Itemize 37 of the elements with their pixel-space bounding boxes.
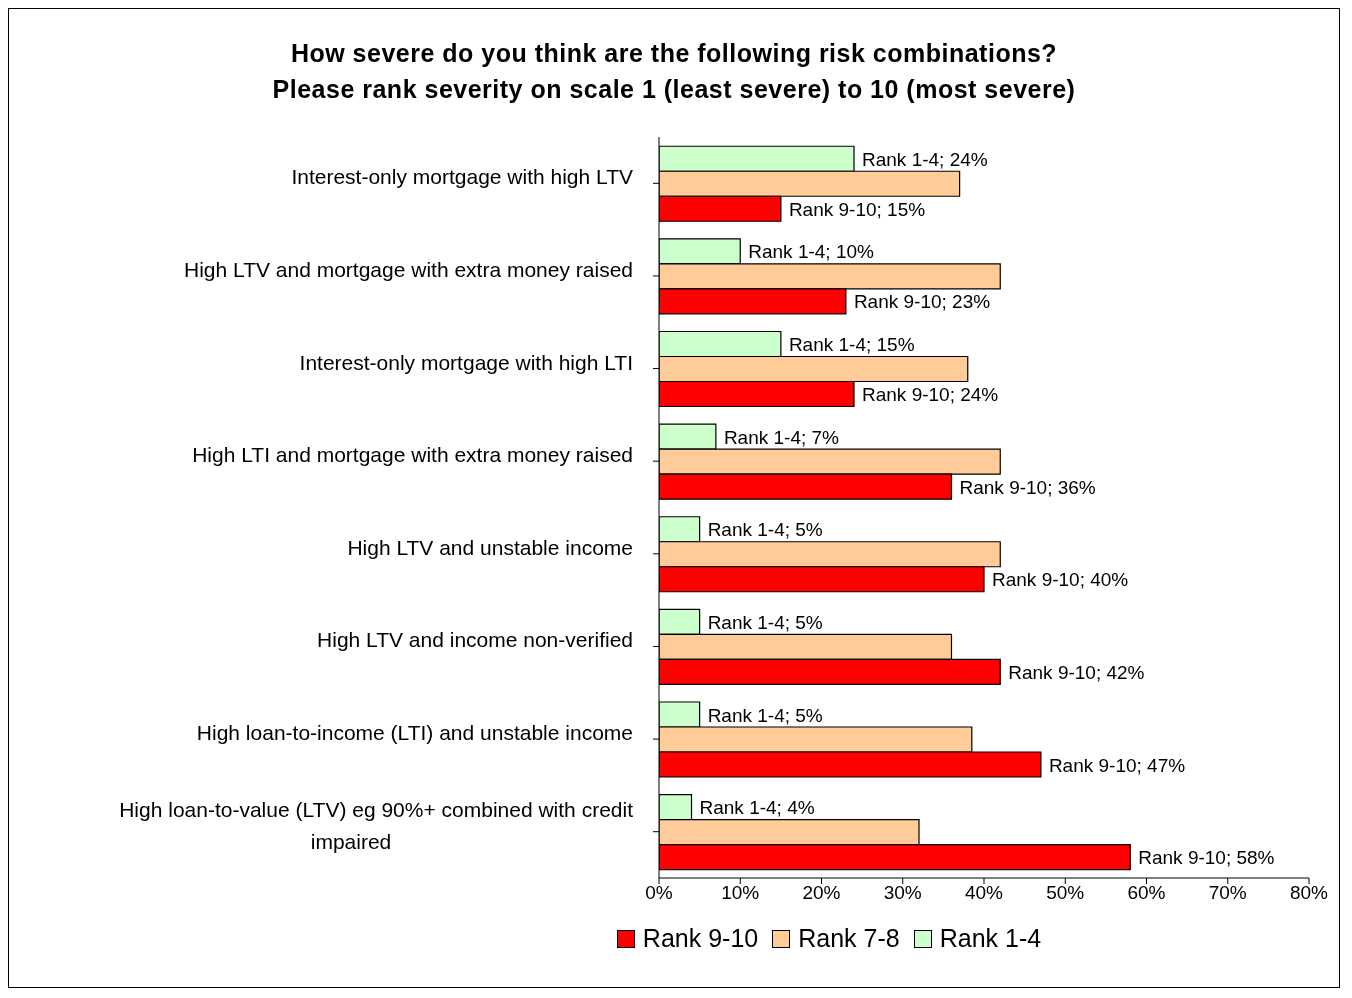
- data-label: Rank 1-4; 5%: [707, 519, 823, 541]
- data-label: Rank 1-4; 7%: [723, 426, 840, 448]
- y-tick-label: High loan-to-value (LTV) eg 90%+ combined with credit impaired: [119, 797, 634, 853]
- x-tick-label: 0%: [645, 882, 673, 904]
- y-tick-label: High LTV and income non-verified: [317, 628, 633, 652]
- y-tick-label: High loan-to-income (LTI) and unstable income: [196, 721, 633, 745]
- data-label: Rank 9-10; 42%: [1008, 661, 1145, 683]
- data-label: Rank 1-4; 5%: [707, 704, 823, 726]
- y-tick-label: High LTV and unstable income: [347, 535, 633, 559]
- y-tick-label: Interest-only mortgage with high LTV: [291, 165, 633, 189]
- y-tick-label: High LTI and mortgage with extra money raised: [192, 443, 633, 467]
- data-label: Rank 1-4; 24%: [862, 148, 988, 170]
- data-label: Rank 1-4; 4%: [699, 797, 815, 819]
- legend-label: Rank 1-4: [938, 924, 1042, 953]
- data-label: Rank 9-10; 15%: [788, 198, 926, 220]
- x-tick-label: 10%: [721, 882, 760, 904]
- legend-label: Rank 7-8: [797, 924, 900, 953]
- data-label: Rank 9-10; 24%: [862, 384, 999, 406]
- y-tick-label: Interest-only mortgage with high LTI: [299, 350, 633, 374]
- x-tick-label: 20%: [802, 882, 841, 904]
- x-tick-label: 30%: [883, 882, 922, 904]
- data-label: Rank 9-10; 23%: [853, 291, 991, 313]
- x-tick-label: 70%: [1208, 882, 1247, 904]
- x-tick-label: 40%: [964, 882, 1004, 904]
- y-tick-label: High LTV and mortgage with extra money raised: [184, 257, 633, 281]
- legend-label: Rank 9-10: [641, 924, 759, 953]
- data-label: Rank 9-10; 47%: [1048, 754, 1186, 776]
- data-label: Rank 1-4; 15%: [788, 334, 915, 356]
- data-label: Rank 9-10; 36%: [959, 476, 1096, 498]
- chart-title: How severe do you think are the following risk combinations? Please rank severity on scale 1 (least severe) to 10 (most severe): [271, 38, 1077, 105]
- x-tick-label: 80%: [1289, 882, 1329, 904]
- data-label: Rank 9-10; 58%: [1138, 847, 1275, 869]
- x-tick-label: 50%: [1046, 882, 1085, 904]
- data-label: Rank 9-10; 40%: [992, 569, 1129, 591]
- x-tick-label: 60%: [1127, 882, 1166, 904]
- data-label: Rank 1-4; 5%: [707, 611, 823, 633]
- data-label: Rank 1-4; 10%: [748, 241, 875, 263]
